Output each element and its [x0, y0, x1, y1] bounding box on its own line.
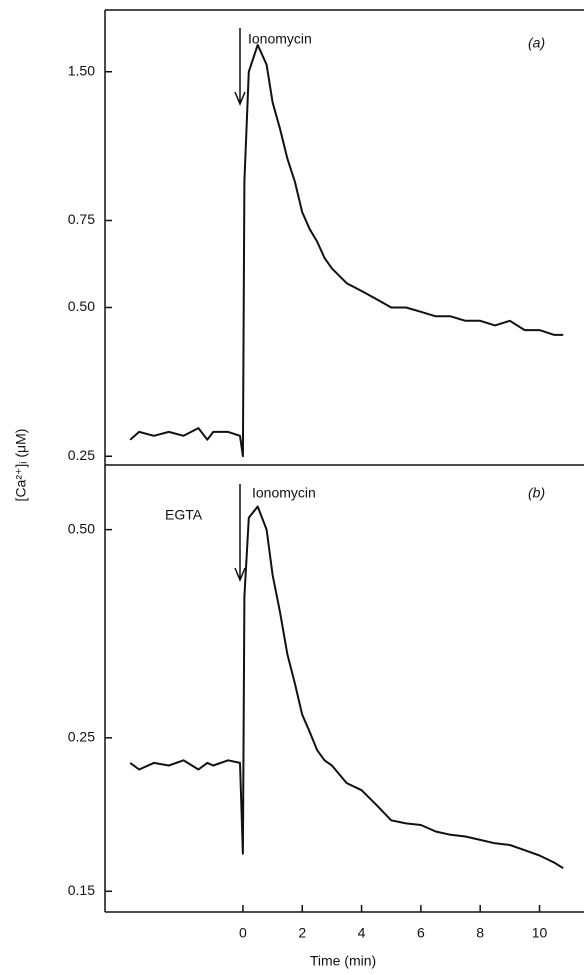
y-tick-label: 0.25: [68, 447, 95, 463]
arrow: [234, 484, 246, 582]
panel-label: (a): [528, 35, 545, 51]
trace: [129, 43, 564, 458]
y-tick-label: 0.75: [68, 211, 95, 227]
annotation: EGTA: [165, 507, 203, 523]
y-tick-label: 0.50: [68, 298, 95, 314]
y-tick-label: 0.15: [68, 882, 95, 898]
x-tick-label: 2: [298, 925, 306, 941]
x-tick-label: 4: [358, 925, 366, 941]
x-tick-label: 6: [417, 925, 425, 941]
x-tick-label: 10: [532, 925, 548, 941]
y-axis-label: [Ca²⁺]ᵢ (μM): [13, 429, 29, 502]
x-tick-label: 0: [239, 925, 247, 941]
x-axis-label: Time (min): [310, 953, 376, 969]
y-tick-label: 1.50: [68, 62, 95, 78]
trace: [129, 505, 564, 870]
annotation: Ionomycin: [248, 31, 312, 47]
x-tick-label: 8: [476, 925, 484, 941]
arrow: [234, 28, 246, 106]
y-tick-label: 0.50: [68, 520, 95, 536]
panel-label: (b): [528, 485, 545, 501]
annotation: Ionomycin: [252, 485, 316, 501]
y-tick-label: 0.25: [68, 729, 95, 745]
